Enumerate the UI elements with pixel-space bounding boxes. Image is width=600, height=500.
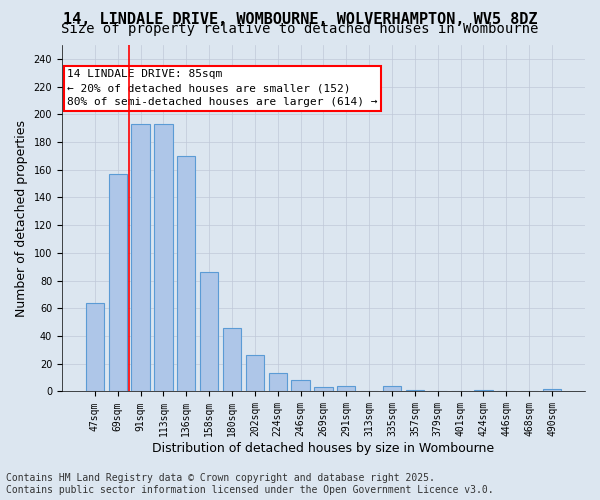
Bar (109, 174, 127, 392)
Text: Size of property relative to detached houses in Wombourne: Size of property relative to detached ho… (61, 22, 539, 36)
Bar (269, 374, 287, 392)
Bar (292, 380, 310, 392)
Bar (177, 156, 196, 392)
Text: 14 LINDALE DRIVE: 85sqm
← 20% of detached houses are smaller (152)
80% of semi-d: 14 LINDALE DRIVE: 85sqm ← 20% of detache… (67, 70, 377, 108)
Bar (337, 386, 355, 392)
Bar (406, 390, 424, 392)
Bar (475, 390, 493, 392)
Text: 14, LINDALE DRIVE, WOMBOURNE, WOLVERHAMPTON, WV5 8DZ: 14, LINDALE DRIVE, WOMBOURNE, WOLVERHAMP… (63, 12, 537, 28)
Bar (223, 328, 241, 392)
X-axis label: Distribution of detached houses by size in Wombourne: Distribution of detached houses by size … (152, 442, 494, 455)
Y-axis label: Number of detached properties: Number of detached properties (15, 120, 28, 316)
Text: Contains HM Land Registry data © Crown copyright and database right 2025.
Contai: Contains HM Land Registry data © Crown c… (6, 474, 494, 495)
Bar (86, 303, 104, 392)
Bar (543, 388, 561, 392)
Bar (131, 124, 149, 392)
Bar (154, 124, 173, 392)
Bar (314, 388, 332, 392)
Bar (246, 356, 264, 392)
Bar (383, 386, 401, 392)
Bar (200, 272, 218, 392)
